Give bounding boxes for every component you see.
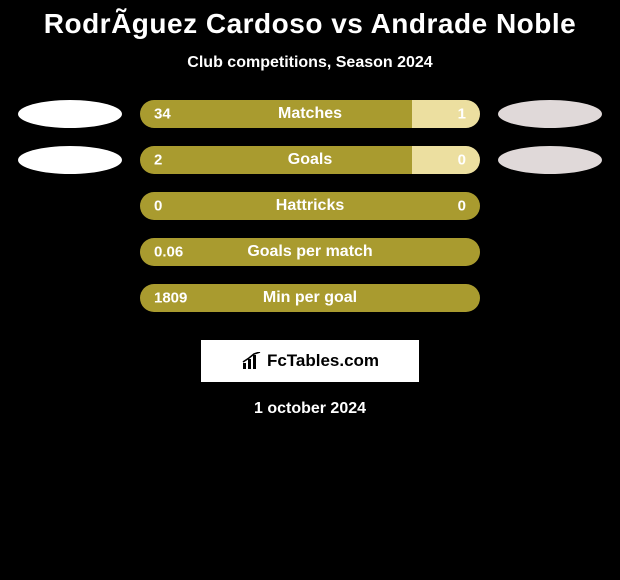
stat-row: Matches 34 1 <box>0 100 620 128</box>
comparison-container: RodrÃ­guez Cardoso vs Andrade Noble Club… <box>0 0 620 418</box>
stat-bar: Min per goal 1809 <box>140 284 480 312</box>
stat-label: Goals <box>288 151 332 169</box>
stat-label: Matches <box>278 105 342 123</box>
bar-segment-left <box>140 146 412 174</box>
stat-bar: Matches 34 1 <box>140 100 480 128</box>
logo-box[interactable]: FcTables.com <box>201 340 419 382</box>
stat-value-left: 0.06 <box>154 244 183 261</box>
stat-label: Hattricks <box>276 197 344 215</box>
stat-rows: Matches 34 1 Goals 2 0 Hattricks 0 0 Goals per ma… <box>0 100 620 312</box>
stat-label: Goals per match <box>247 243 372 261</box>
date-label: 1 october 2024 <box>0 400 620 418</box>
stat-row: Goals per match 0.06 <box>0 238 620 266</box>
stat-bar: Goals 2 0 <box>140 146 480 174</box>
logo-text: FcTables.com <box>267 351 379 371</box>
stat-bar: Hattricks 0 0 <box>140 192 480 220</box>
stat-value-right: 0 <box>458 152 466 169</box>
stat-value-left: 1809 <box>154 290 187 307</box>
player-right-marker <box>498 100 602 128</box>
stat-value-right: 1 <box>458 106 466 123</box>
bar-segment-left <box>140 100 412 128</box>
stat-value-left: 2 <box>154 152 162 169</box>
chart-icon <box>241 352 263 370</box>
subtitle: Club competitions, Season 2024 <box>0 54 620 72</box>
stat-value-left: 34 <box>154 106 171 123</box>
stat-value-left: 0 <box>154 198 162 215</box>
stat-row: Min per goal 1809 <box>0 284 620 312</box>
player-left-marker <box>18 146 122 174</box>
stat-bar: Goals per match 0.06 <box>140 238 480 266</box>
player-right-marker <box>498 146 602 174</box>
stat-value-right: 0 <box>458 198 466 215</box>
bar-segment-right <box>412 146 480 174</box>
bar-segment-right <box>412 100 480 128</box>
stat-row: Hattricks 0 0 <box>0 192 620 220</box>
stat-label: Min per goal <box>263 289 357 307</box>
stat-row: Goals 2 0 <box>0 146 620 174</box>
player-left-marker <box>18 100 122 128</box>
page-title: RodrÃ­guez Cardoso vs Andrade Noble <box>0 8 620 40</box>
